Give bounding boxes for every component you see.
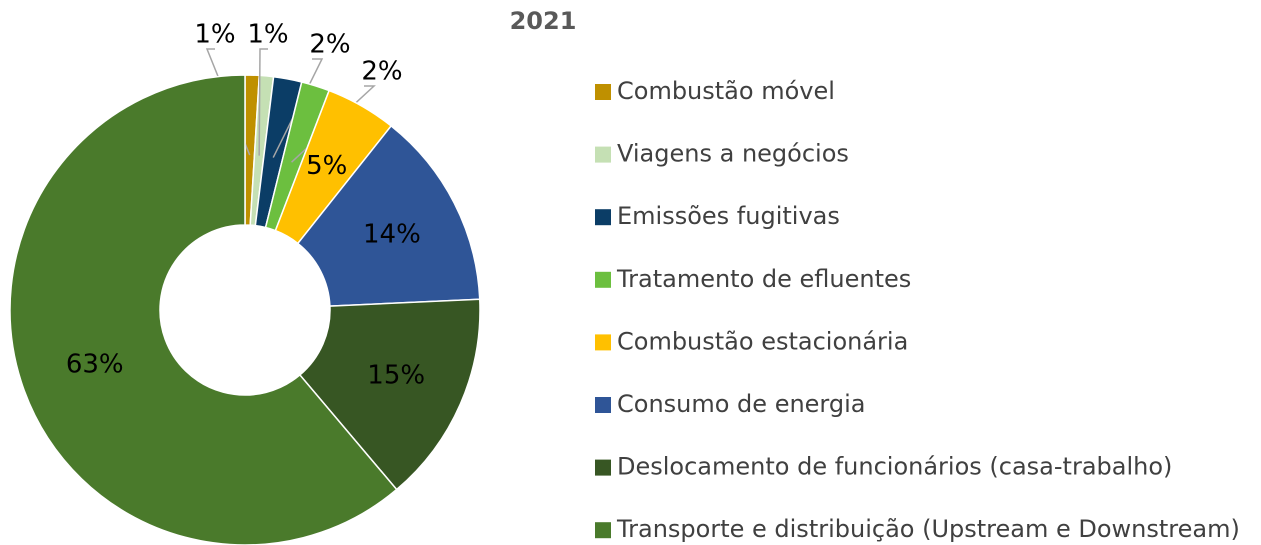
data-label: 1% (247, 20, 288, 50)
legend-label: Viagens a negócios (617, 140, 849, 168)
legend-swatch (595, 397, 611, 413)
legend-label: Combustão estacionária (617, 327, 908, 355)
data-label: 2% (309, 30, 350, 60)
legend-label: Consumo de energia (617, 390, 865, 418)
data-label: 14% (363, 219, 421, 249)
leader-line (258, 48, 268, 156)
data-label: 2% (361, 57, 402, 87)
legend-swatch (595, 84, 611, 100)
legend-swatch (595, 271, 611, 288)
legend-label: Combustão móvel (617, 77, 835, 105)
chart-title: 2021 (510, 7, 577, 35)
legend-swatch (595, 209, 611, 226)
legend-swatch (595, 334, 611, 351)
legend-label: Tratamento de efluentes (616, 265, 911, 293)
data-label: 63% (66, 349, 124, 379)
data-label: 15% (367, 361, 425, 391)
legend-label: Emissões fugitivas (617, 202, 840, 230)
data-label: 1% (194, 20, 235, 50)
legend-label: Deslocamento de funcionários (casa-traba… (617, 453, 1172, 481)
leader-line (272, 58, 324, 158)
legend-label: Transporte e distribuição (Upstream e Do… (616, 515, 1240, 543)
slice (9, 74, 398, 545)
data-label: 5% (306, 151, 347, 181)
legend-swatch (595, 146, 611, 163)
slice (296, 124, 481, 307)
legend-swatch (595, 522, 611, 539)
legend-swatch (595, 459, 611, 476)
slice (298, 298, 481, 491)
